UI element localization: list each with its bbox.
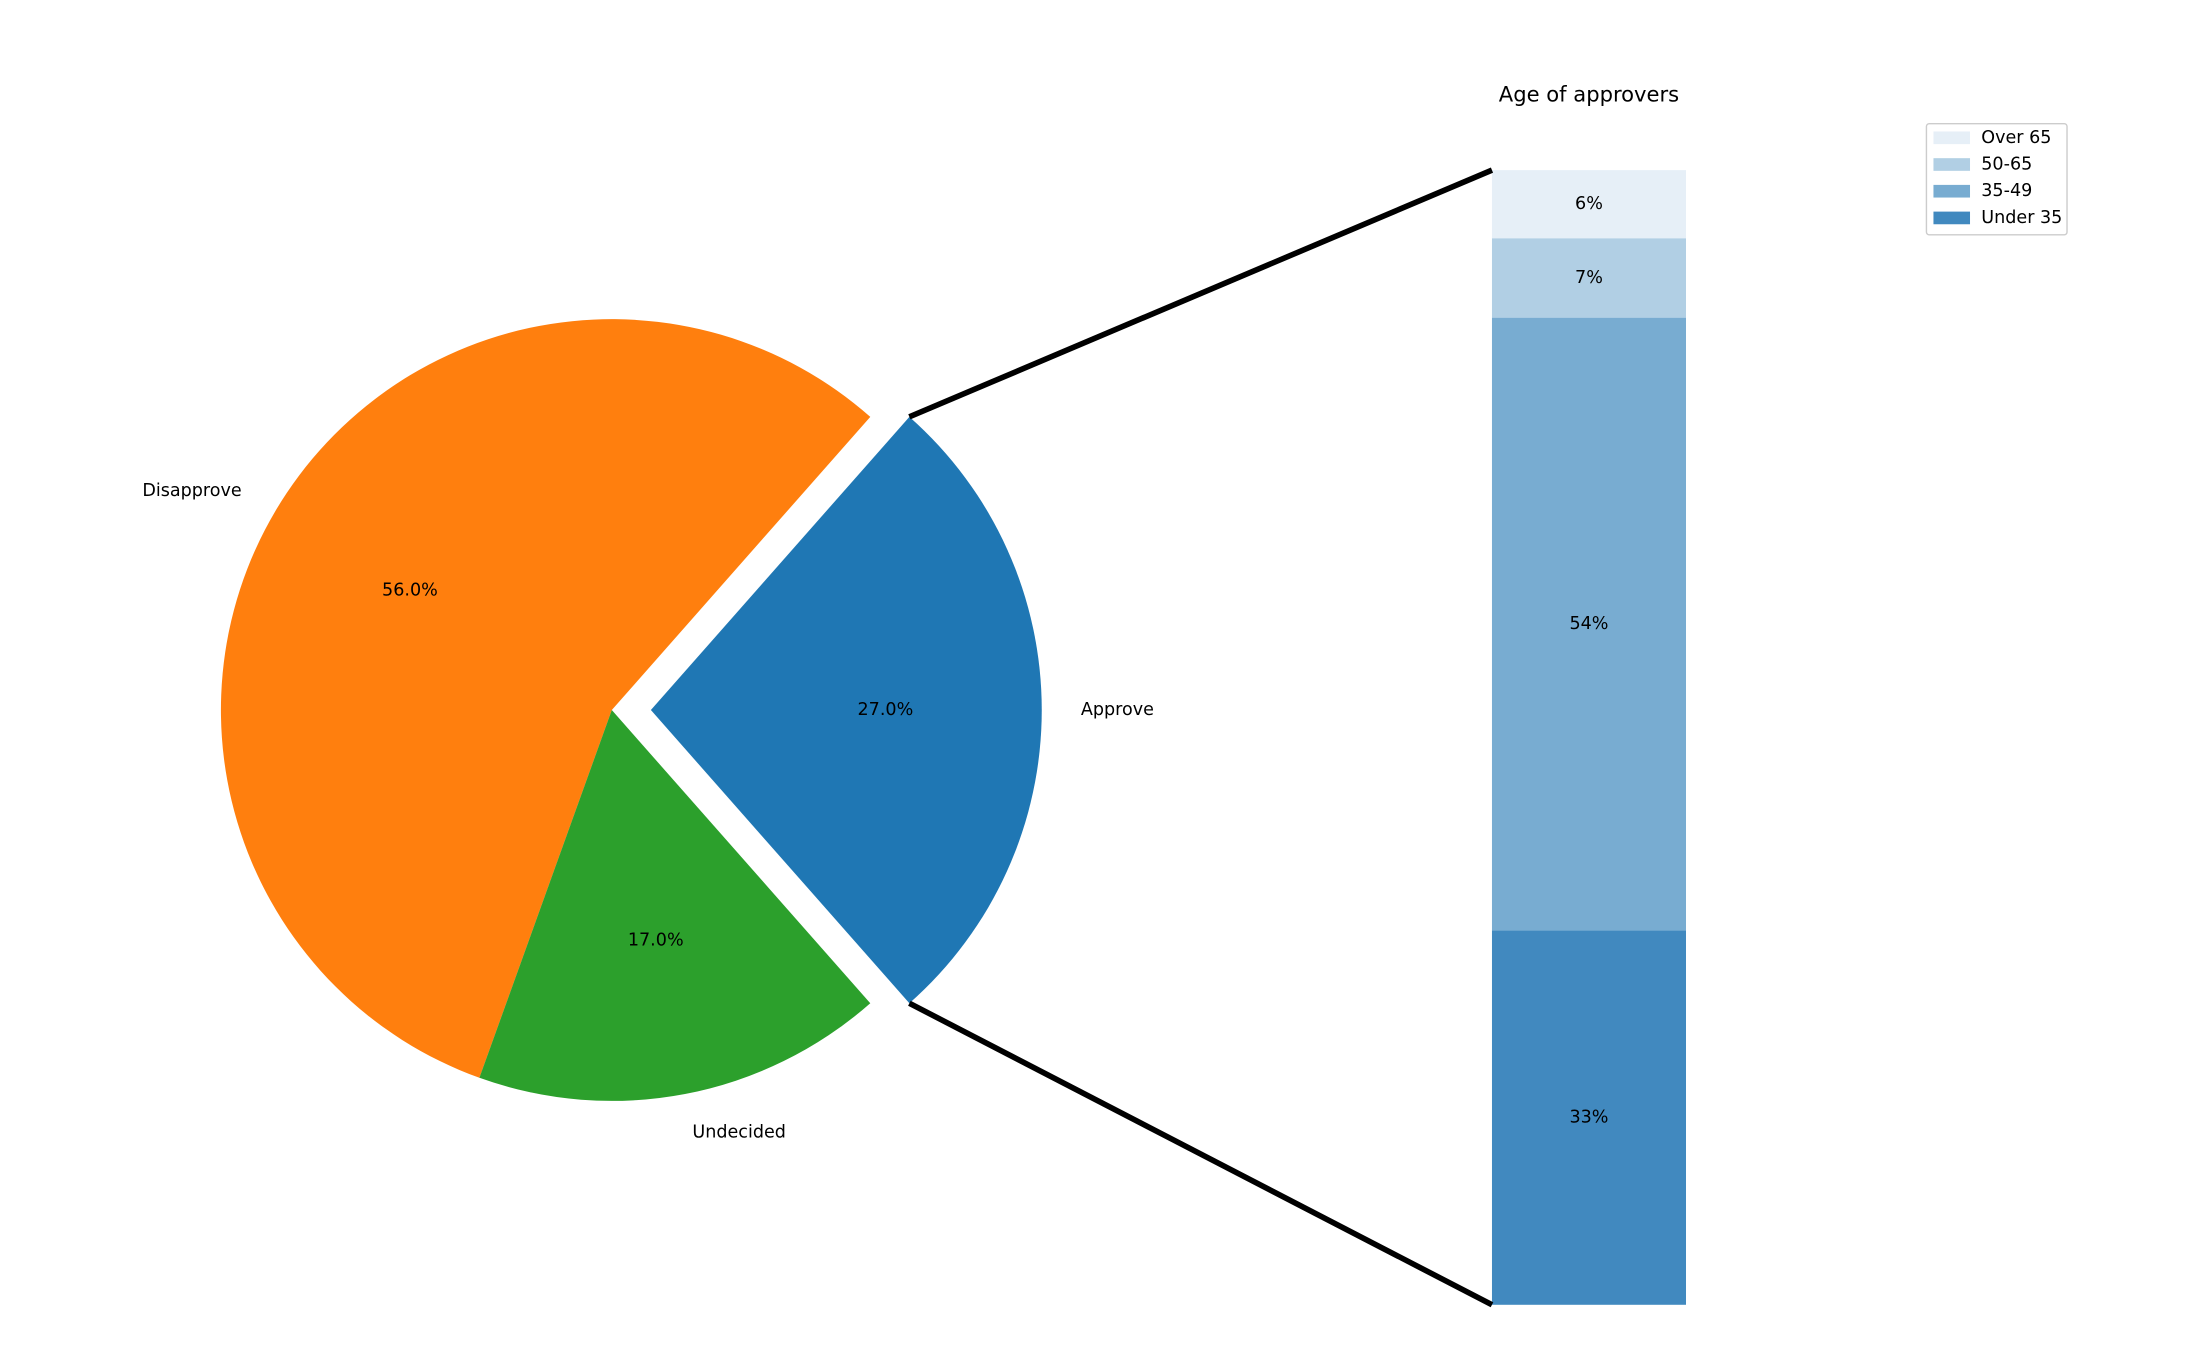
legend-label: 50-65 [1981,155,2032,175]
legend-label: Under 35 [1981,208,2062,228]
pie-value-label: 27.0% [858,700,914,720]
legend-swatch [1933,158,1971,171]
bar-value-label: 6% [1575,194,1603,214]
legend-swatch [1933,184,1971,198]
bar-segment [1491,317,1686,931]
bar-segment [1491,930,1686,1305]
legend-label: 35-49 [1981,181,2032,201]
legend-label: Over 65 [1981,128,2051,148]
legend-frame [1925,123,2068,236]
pie-category-label: Undecided [692,1122,786,1142]
pie-slice [220,319,871,1078]
bar-title: Age of approvers [1499,82,1679,107]
legend-swatch [1933,131,1971,145]
connector [908,1000,1494,1308]
legend-swatch [1933,211,1971,225]
bar-segment [1491,170,1686,239]
pie-slice [479,710,871,1101]
pie-value-label: 56.0% [382,581,438,601]
pie-slice [650,416,1042,1004]
connector [908,167,1494,420]
bar-segment [1491,238,1686,318]
bar-value-label: 7% [1575,268,1603,288]
bar-value-label: 33% [1569,1108,1608,1128]
bar-value-label: 54% [1569,614,1608,634]
pie-category-label: Approve [1081,700,1154,720]
pie-value-label: 17.0% [628,930,684,950]
pie-category-label: Disapprove [142,481,241,501]
